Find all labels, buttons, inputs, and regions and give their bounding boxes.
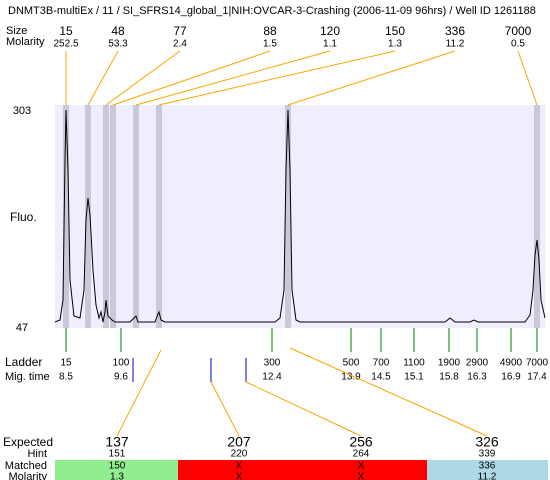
plot-area: [55, 105, 545, 328]
peak-molarity: 11.2: [446, 39, 465, 50]
y-top-label: 303: [13, 105, 31, 117]
ladder-time: 16.3: [467, 372, 487, 383]
peak-molarity: 53.3: [108, 39, 128, 50]
peak-band: [156, 105, 162, 328]
peak-band: [534, 105, 540, 328]
peak-connector: [158, 50, 396, 106]
expected-connector: [289, 347, 488, 437]
ladder-size: 1900: [438, 358, 461, 369]
matched-band: [427, 460, 548, 480]
peak-size: 7000: [505, 24, 532, 38]
peak-band: [85, 105, 91, 328]
expected-connector: [210, 381, 240, 437]
ladder-size: 15: [60, 358, 72, 369]
matched-band: [55, 460, 178, 480]
matched-label: Matched: [5, 460, 47, 472]
ladder-time: 13.9: [341, 372, 361, 383]
peak-connector: [87, 50, 119, 106]
peak-size: 88: [263, 24, 277, 38]
expected-size: 137: [105, 434, 129, 450]
peak-molarity: 0.5: [511, 39, 525, 50]
hint: 220: [231, 449, 248, 460]
ladder-size: 300: [264, 358, 281, 369]
y-axis-title: Fluo.: [10, 210, 37, 224]
peak-size: 336: [445, 24, 465, 38]
matched: 150: [109, 461, 126, 472]
ladder-time: 12.4: [262, 372, 282, 383]
matched: 336: [479, 461, 496, 472]
peak-band: [103, 105, 109, 328]
molarity: 1.3: [110, 472, 124, 480]
ladder-time: 17.4: [527, 372, 547, 383]
peak-band: [133, 105, 139, 328]
expected-label: Expected: [3, 435, 53, 449]
peak-connector: [112, 50, 271, 106]
mig-time-label: Mig. time: [5, 371, 50, 383]
peak-band: [63, 105, 69, 328]
hint: 151: [109, 449, 126, 460]
peak-band: [110, 105, 116, 328]
peak-connector: [287, 50, 456, 106]
title: DNMT3B-multiEx / 11 / SI_SFRS14_global_1…: [8, 5, 536, 17]
peak-band: [285, 105, 291, 328]
molarity-label: Molarity: [6, 36, 45, 48]
expected-size: 256: [349, 434, 373, 450]
peak-connector: [517, 50, 538, 106]
peak-size: 120: [320, 24, 340, 38]
ladder-size: 700: [373, 358, 390, 369]
ladder-time: 15.1: [404, 372, 424, 383]
peak-size: 48: [111, 24, 125, 38]
size-label: Size: [6, 25, 27, 37]
unmatched-band: [178, 460, 427, 480]
expected-size: 326: [475, 434, 499, 450]
peak-molarity: 1.1: [323, 39, 337, 50]
ladder-size: 100: [113, 358, 130, 369]
ladder-time: 9.6: [114, 372, 128, 383]
peak-molarity: 1.5: [263, 39, 277, 50]
matched: X: [236, 461, 243, 472]
ladder-size: 500: [343, 358, 360, 369]
ladder-size: 2900: [466, 358, 489, 369]
molarity-label: Molarity: [8, 471, 47, 480]
y-bottom-label: 47: [16, 322, 28, 334]
ladder-size: 7000: [526, 358, 549, 369]
ladder-time: 15.8: [439, 372, 459, 383]
molarity: 11.2: [478, 472, 497, 480]
ladder-time: 14.5: [371, 372, 391, 383]
ladder-size: 1100: [403, 358, 425, 369]
peak-size: 15: [59, 24, 73, 38]
ladder-label: Ladder: [5, 355, 42, 369]
hint: 264: [353, 449, 370, 460]
ladder-size: 4900: [500, 358, 523, 369]
molarity: X: [236, 472, 243, 480]
expected-connector: [245, 381, 362, 437]
expected-size: 207: [227, 434, 251, 450]
ladder-time: 8.5: [59, 372, 73, 383]
peak-size: 150: [385, 24, 405, 38]
trace: [54, 109, 546, 323]
peak-connector: [105, 50, 181, 106]
peak-molarity: 1.3: [388, 39, 402, 50]
peak-size: 77: [173, 24, 187, 38]
peak-molarity: 2.4: [173, 39, 187, 50]
matched: X: [358, 461, 365, 472]
ladder-time: 16.9: [501, 372, 521, 383]
expected-connector: [116, 349, 162, 437]
hint: 339: [479, 449, 496, 460]
molarity: X: [358, 472, 365, 480]
peak-molarity: 252.5: [53, 39, 78, 50]
peak-connector: [135, 50, 331, 106]
hint-label: Hint: [27, 448, 47, 460]
